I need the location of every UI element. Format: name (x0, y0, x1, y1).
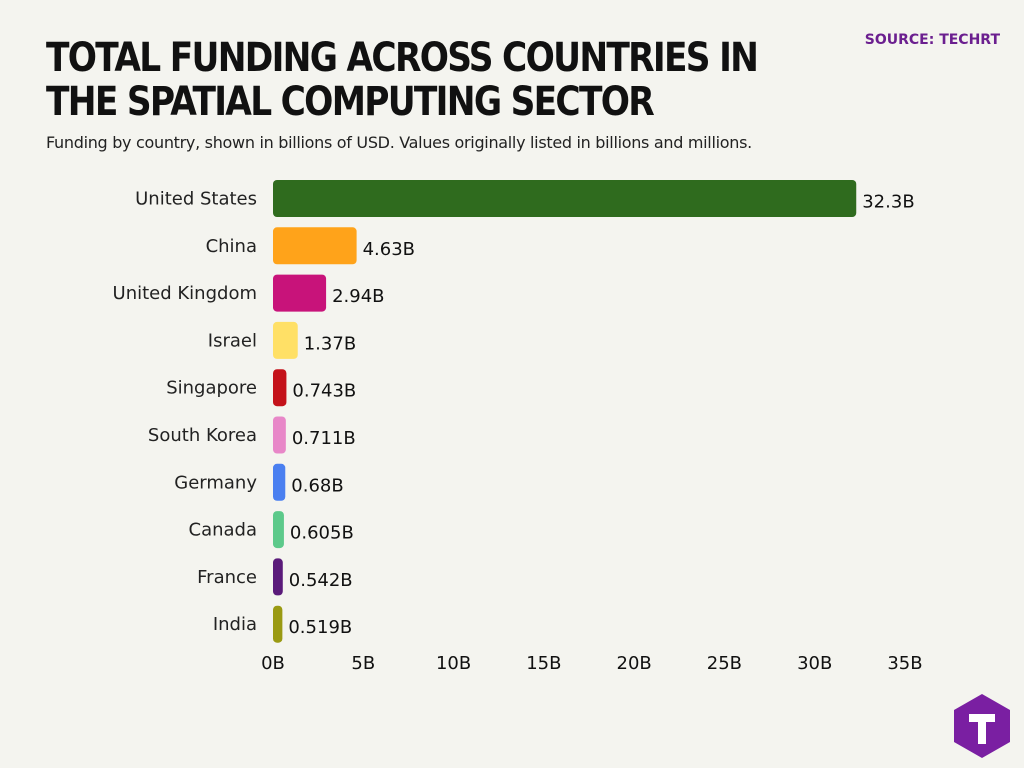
bar-singapore (273, 369, 287, 407)
category-label-united-kingdom: United Kingdom (113, 283, 257, 304)
bar-israel (273, 321, 298, 359)
value-label-china: 4.63B (363, 239, 415, 260)
category-label-south-korea: South Korea (148, 425, 257, 446)
value-label-germany: 0.68B (291, 475, 343, 496)
bar-south-korea (273, 416, 286, 454)
category-label-canada: Canada (189, 520, 258, 541)
bar-united-kingdom (273, 274, 327, 312)
value-label-france: 0.542B (289, 570, 353, 591)
value-label-canada: 0.605B (290, 523, 354, 544)
category-label-israel: Israel (208, 330, 257, 351)
chart-subtitle: Funding by country, shown in billions of… (46, 133, 752, 152)
category-label-france: France (197, 567, 257, 588)
value-label-south-korea: 0.711B (292, 428, 356, 449)
category-label-india: India (213, 614, 257, 635)
value-label-singapore: 0.743B (292, 381, 356, 402)
bar-china (273, 227, 357, 265)
x-tick-label: 5B (351, 653, 375, 674)
chart-title: TOTAL FUNDING ACROSS COUNTRIES IN THE SP… (46, 35, 759, 125)
t-logo-icon (954, 694, 1010, 758)
value-label-united-states: 32.3B (862, 192, 914, 213)
bar-india (273, 605, 283, 643)
x-tick-label: 30B (797, 653, 832, 674)
x-tick-label: 10B (436, 653, 471, 674)
value-label-israel: 1.37B (304, 333, 356, 354)
value-label-india: 0.519B (288, 617, 352, 638)
bar-united-states (273, 180, 857, 217)
category-label-singapore: Singapore (166, 378, 257, 399)
value-label-united-kingdom: 2.94B (332, 286, 384, 307)
bar-canada (273, 511, 284, 549)
category-label-germany: Germany (174, 472, 257, 493)
x-tick-label: 25B (707, 653, 742, 674)
bar-france (273, 558, 283, 596)
x-tick-label: 20B (617, 653, 652, 674)
category-label-united-states: United States (135, 189, 257, 210)
source-label: SOURCE: TECHRT (864, 32, 1000, 48)
x-tick-label: 0B (261, 653, 285, 674)
bar-germany (273, 463, 286, 501)
x-tick-label: 15B (526, 653, 561, 674)
x-tick-label: 35B (887, 653, 922, 674)
category-label-china: China (206, 236, 257, 257)
